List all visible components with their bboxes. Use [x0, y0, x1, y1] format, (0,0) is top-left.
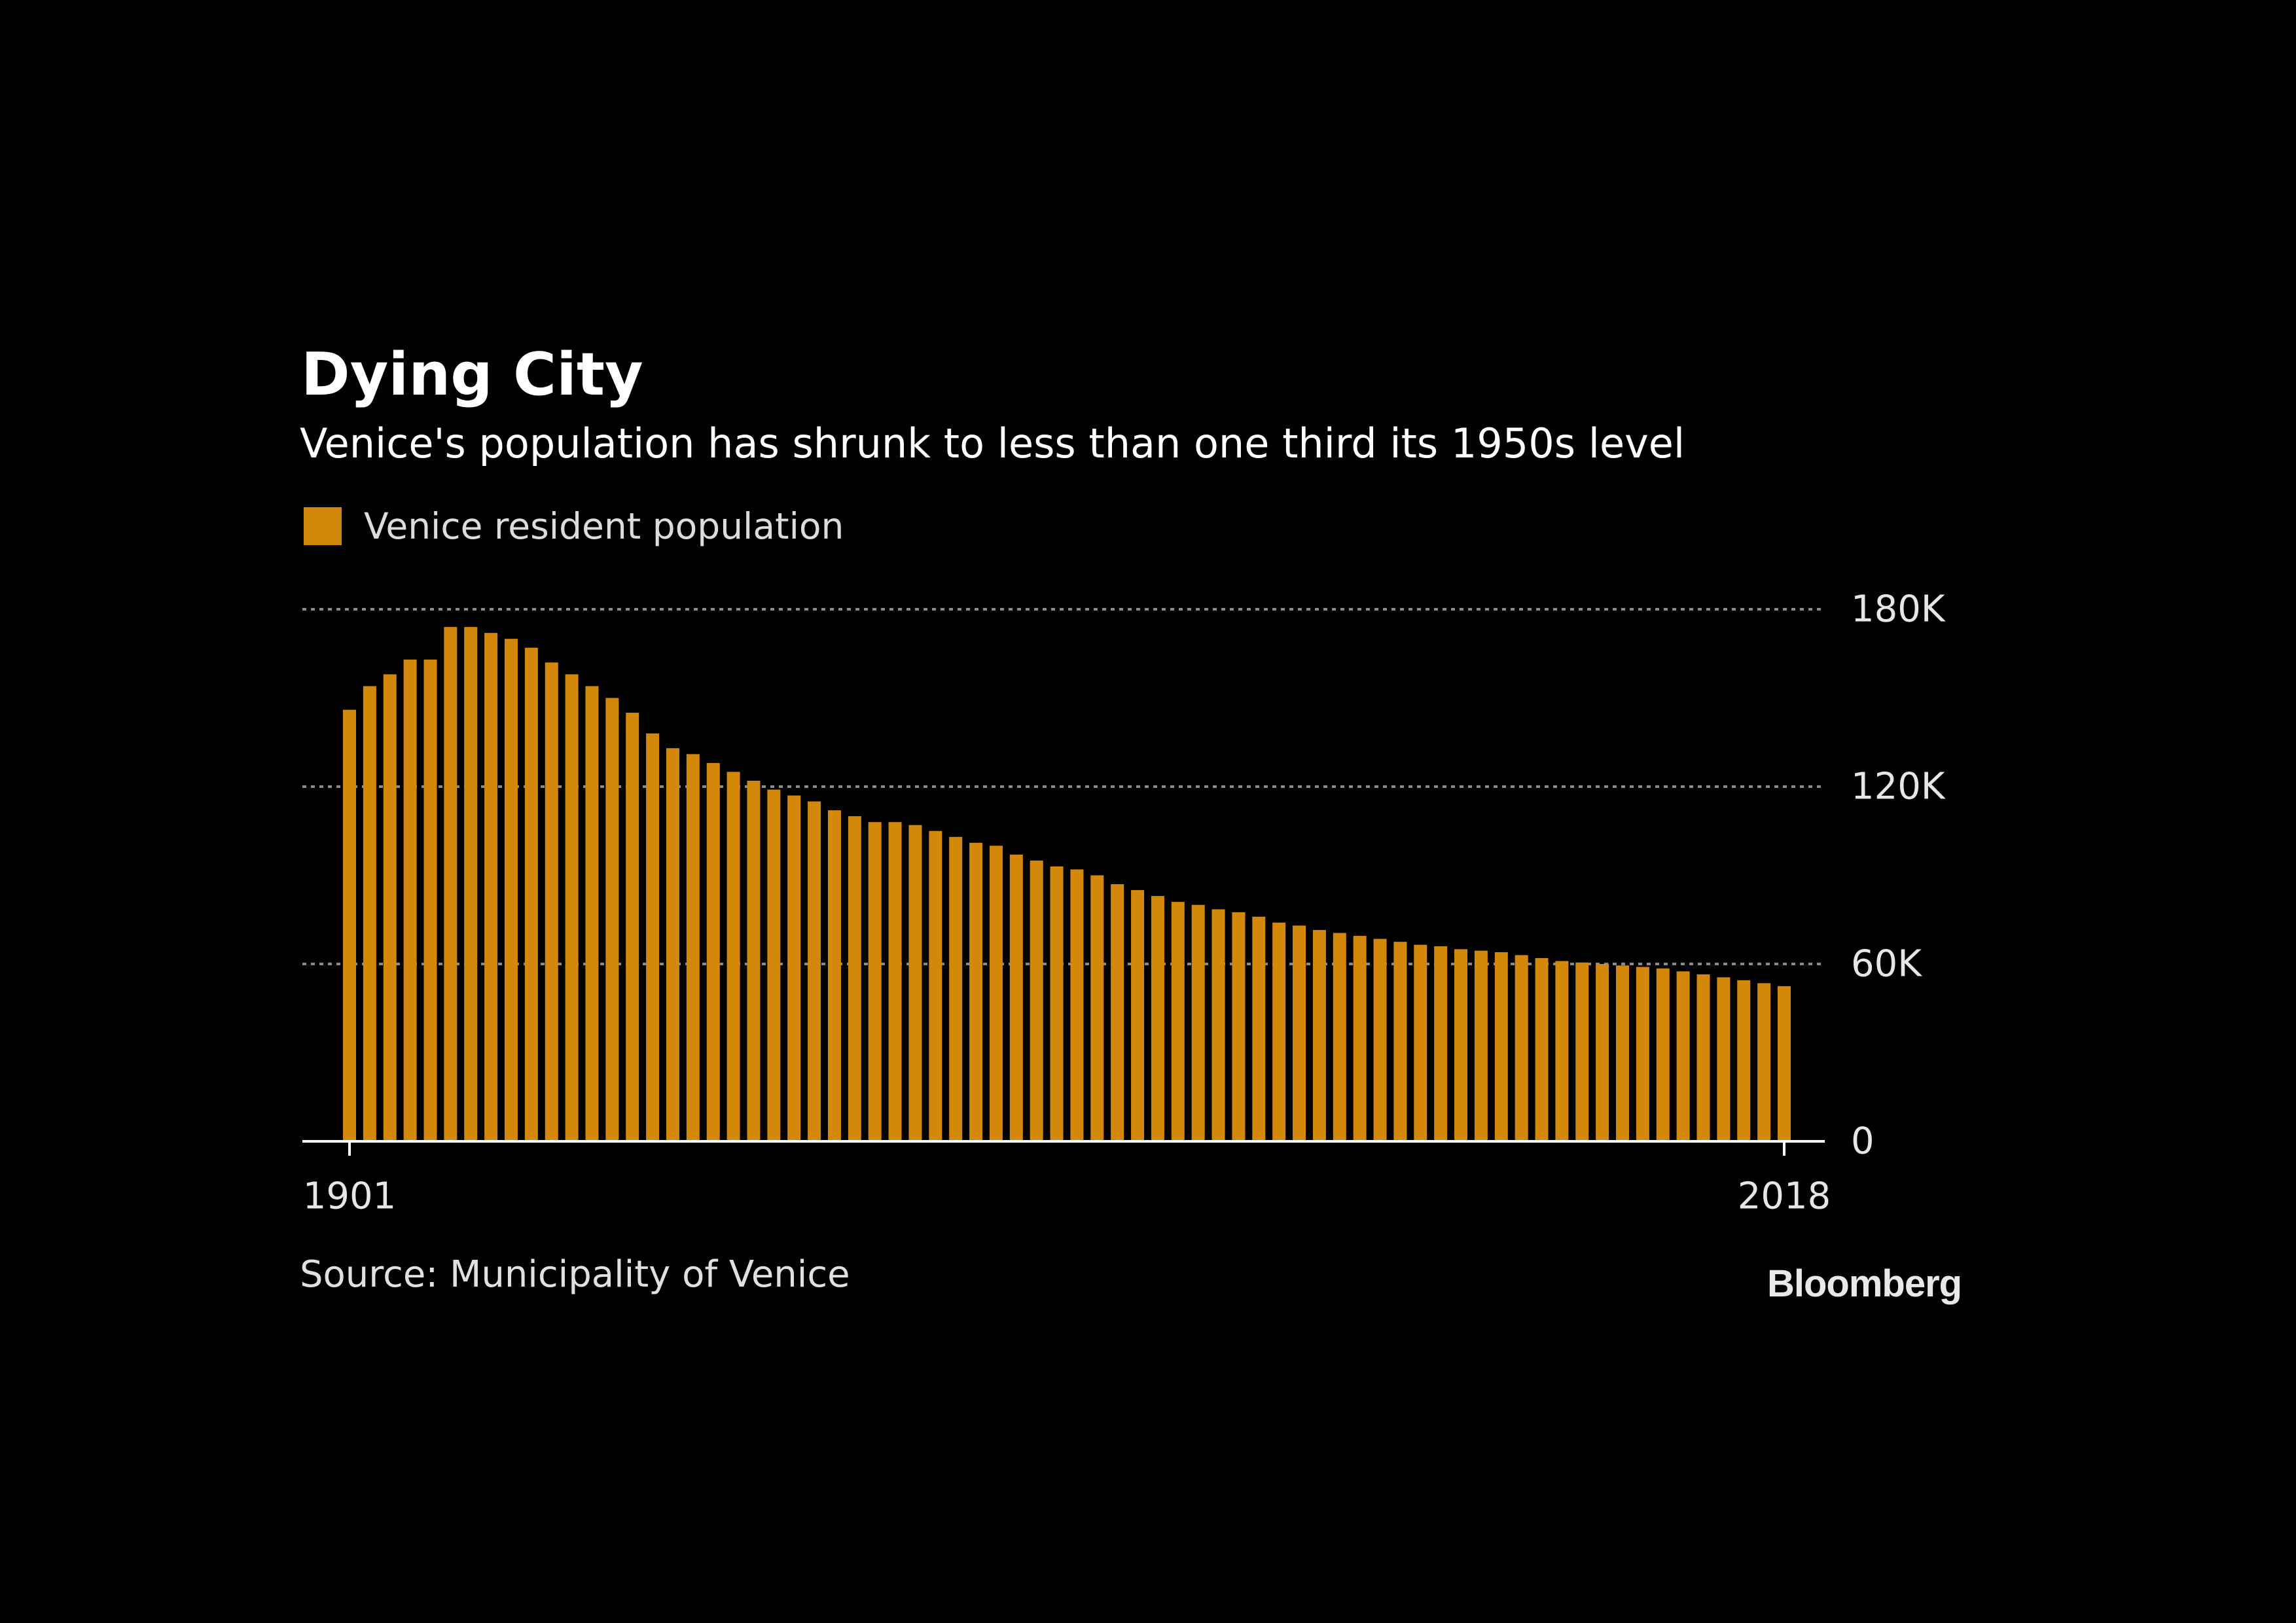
bar	[1151, 896, 1164, 1141]
bar	[1596, 964, 1609, 1141]
y-tick-label: 60K	[1851, 943, 1922, 986]
bar	[626, 713, 639, 1141]
bar	[524, 647, 538, 1141]
tick-labels: 0 60K 120K 180K 1901 2018	[303, 588, 1946, 1218]
legend-swatch	[304, 507, 342, 545]
bar	[646, 733, 660, 1141]
y-tick-label: 0	[1851, 1120, 1874, 1163]
source-note: Source: Municipality of Venice	[300, 1253, 850, 1296]
bar	[1778, 986, 1791, 1141]
bar	[383, 674, 397, 1141]
bar	[1252, 916, 1266, 1141]
bar	[585, 686, 599, 1141]
bar	[1211, 909, 1225, 1141]
bar	[1737, 980, 1751, 1141]
bar	[464, 627, 478, 1141]
bar	[848, 816, 861, 1141]
bar	[363, 686, 376, 1141]
bar	[484, 633, 498, 1141]
legend-label: Venice resident population	[364, 505, 844, 547]
bar	[1272, 922, 1286, 1141]
bar	[1676, 971, 1690, 1141]
bar	[949, 836, 963, 1141]
legend: Venice resident population	[304, 499, 844, 554]
bar	[1050, 866, 1064, 1141]
bar	[504, 639, 518, 1141]
x-tick-label: 2018	[1738, 1175, 1831, 1218]
bar	[787, 795, 801, 1141]
bar	[888, 822, 902, 1141]
bar	[726, 772, 740, 1141]
axes	[302, 1140, 1825, 1156]
x-tick-label: 1901	[303, 1175, 397, 1218]
bar	[706, 762, 720, 1141]
bar	[1009, 854, 1023, 1141]
y-tick-label: 180K	[1851, 588, 1946, 631]
bar	[808, 801, 821, 1141]
bar	[1111, 884, 1124, 1141]
bar	[1494, 952, 1508, 1141]
bar	[1414, 944, 1427, 1141]
bar	[1696, 974, 1710, 1141]
bar	[929, 830, 942, 1141]
bar	[343, 709, 356, 1141]
chart-subtitle: Venice's population has shrunk to less t…	[300, 419, 1685, 467]
bar	[767, 789, 781, 1141]
bar	[1535, 957, 1549, 1141]
chart-title: Dying City	[301, 340, 643, 409]
y-tick-label: 120K	[1851, 766, 1946, 808]
bar	[1171, 902, 1185, 1141]
bar	[1757, 983, 1771, 1141]
bar	[989, 846, 1003, 1141]
bar	[1474, 950, 1488, 1141]
bar	[1454, 949, 1468, 1141]
bar	[545, 662, 558, 1141]
bar	[1555, 961, 1569, 1141]
bar	[1030, 860, 1043, 1141]
bar	[1293, 925, 1306, 1141]
bar	[1191, 904, 1205, 1141]
bar	[747, 780, 761, 1141]
bar	[1333, 933, 1346, 1141]
gridlines	[302, 608, 1825, 965]
bar	[1131, 890, 1145, 1141]
bar	[1090, 875, 1104, 1141]
bar	[1373, 938, 1387, 1141]
bar	[1353, 936, 1367, 1141]
bar	[1393, 942, 1407, 1141]
bar	[403, 659, 417, 1141]
bar	[605, 698, 619, 1141]
bar	[868, 822, 882, 1141]
bar	[908, 825, 922, 1141]
bar	[1717, 977, 1731, 1141]
bar	[969, 842, 983, 1141]
bar	[1434, 946, 1448, 1141]
bar	[1636, 967, 1649, 1141]
bar	[444, 627, 457, 1141]
bloomberg-logo: Bloomberg	[1767, 1262, 1962, 1305]
bar	[1656, 968, 1670, 1141]
bar	[1232, 912, 1246, 1141]
bar	[1616, 965, 1630, 1141]
bar	[565, 674, 579, 1141]
bar	[1070, 869, 1084, 1141]
bar	[423, 659, 437, 1141]
bar	[1515, 955, 1528, 1141]
bar	[686, 754, 700, 1141]
bar	[666, 748, 679, 1141]
bar	[827, 810, 841, 1141]
bar	[1575, 962, 1589, 1141]
bars	[343, 627, 1791, 1141]
bar	[1312, 930, 1326, 1141]
